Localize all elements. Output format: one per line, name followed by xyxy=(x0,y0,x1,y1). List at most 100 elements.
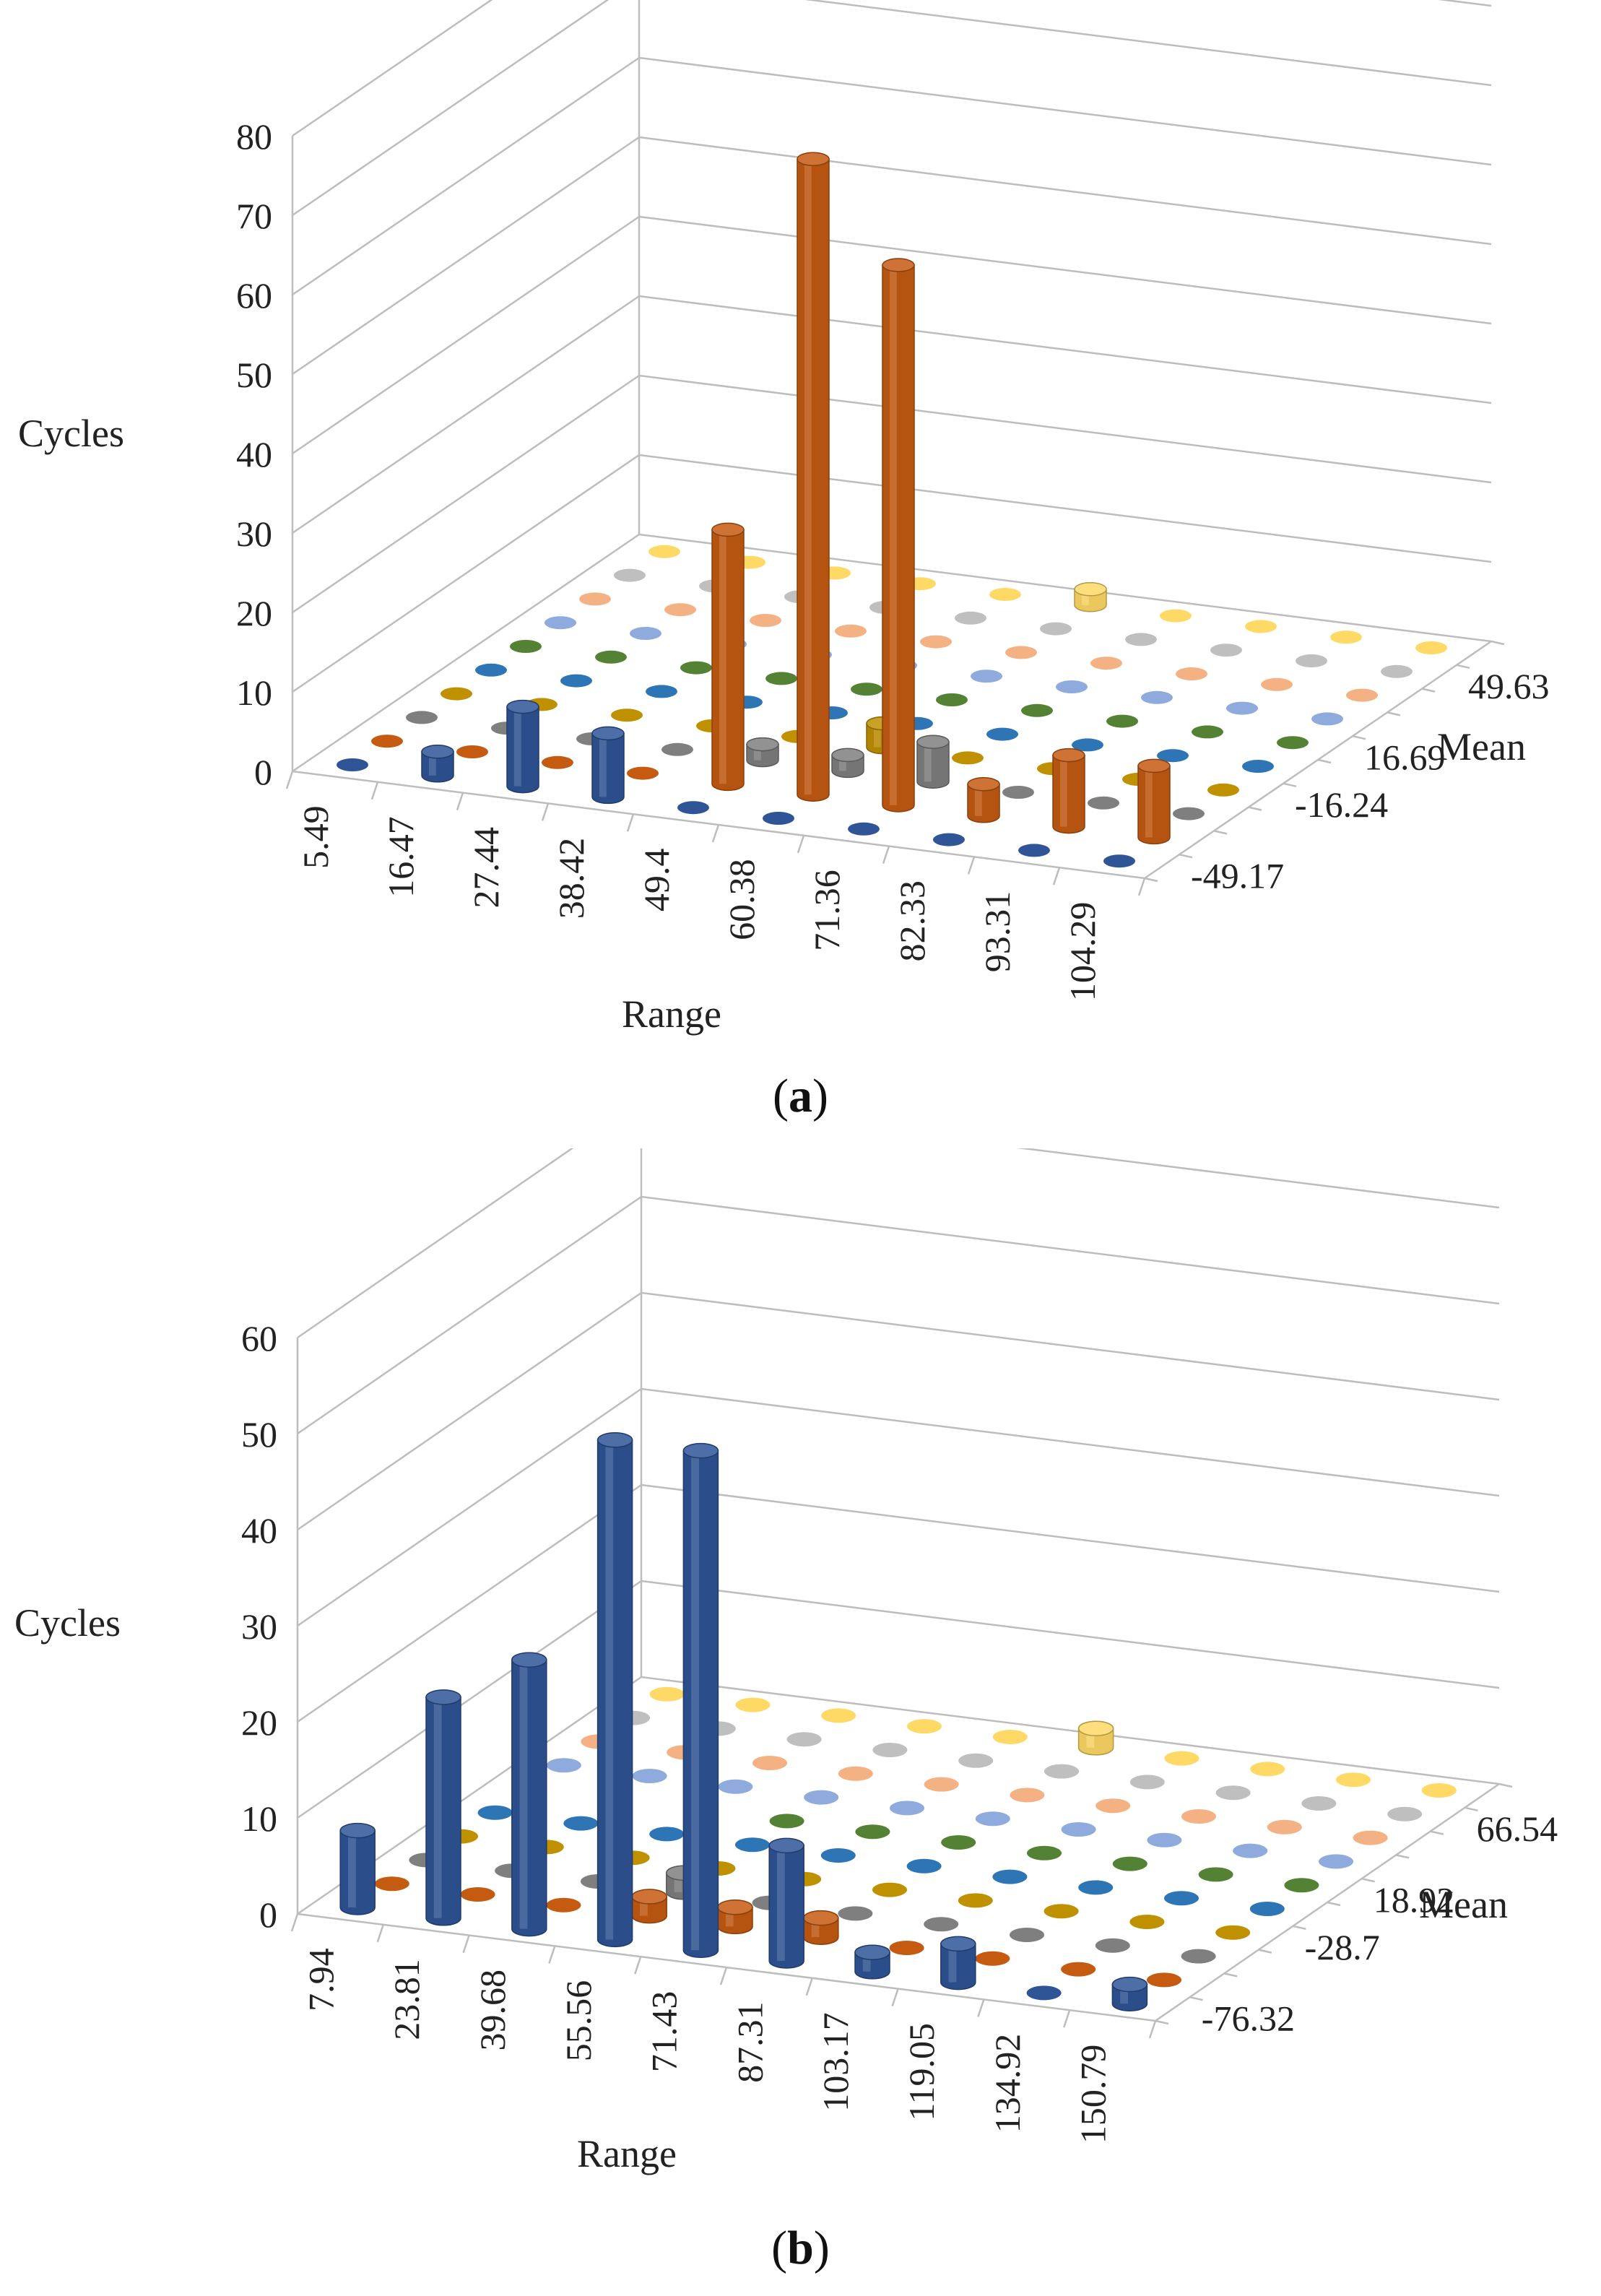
bar xyxy=(924,1777,959,1792)
bar xyxy=(848,822,880,836)
range-tick xyxy=(1137,878,1146,896)
range-tick xyxy=(541,803,550,821)
bar xyxy=(371,735,403,748)
bar xyxy=(563,1816,599,1831)
bar xyxy=(1215,1785,1251,1801)
bar xyxy=(425,1689,461,1926)
range-tick-label: 60.38 xyxy=(721,859,762,940)
z-axis-title: Cycles xyxy=(14,1601,121,1645)
bar xyxy=(975,1811,1010,1827)
mean-tick xyxy=(1491,640,1505,646)
bar xyxy=(579,592,611,606)
range-tick-label: 150.79 xyxy=(1073,2045,1114,2144)
bar xyxy=(1147,1832,1182,1847)
bar xyxy=(1164,1891,1199,1906)
bar xyxy=(1181,1949,1216,1964)
bar xyxy=(820,1848,856,1863)
bar xyxy=(920,635,952,649)
mean-tick-label: -49.17 xyxy=(1191,856,1284,896)
z-tick-label: 50 xyxy=(236,355,272,395)
z-tick-label: 50 xyxy=(241,1414,277,1455)
mean-tick xyxy=(1465,1806,1478,1812)
range-tick xyxy=(977,1999,985,2017)
bar xyxy=(591,726,625,805)
bar xyxy=(1002,786,1034,799)
range-tick-label: 23.81 xyxy=(386,1959,427,2040)
range-tick xyxy=(711,824,720,843)
bar xyxy=(1301,1796,1337,1811)
bar xyxy=(337,758,368,771)
gridline xyxy=(297,1291,1500,1531)
bar xyxy=(456,745,488,758)
bar xyxy=(1103,854,1135,868)
mean-tick-label: -16.24 xyxy=(1295,784,1388,825)
bar xyxy=(1215,1925,1251,1940)
mean-tick xyxy=(1387,711,1401,716)
bar xyxy=(1090,657,1122,670)
range-tick-label: 55.56 xyxy=(558,1980,599,2062)
chart-a: 0 10 20 30 40 50 60 70 80 Cycles 5.49 16.47 27.44 38.… xyxy=(18,0,1550,1036)
z-tick-label: 80 xyxy=(236,116,272,157)
bar xyxy=(1106,714,1138,728)
range-tick xyxy=(891,1988,899,2006)
bar xyxy=(967,777,1000,823)
bar xyxy=(632,1769,667,1783)
bar xyxy=(1311,712,1343,726)
bar xyxy=(1095,1938,1130,1953)
mean-tick xyxy=(1361,1877,1375,1883)
bar xyxy=(1129,1915,1165,1929)
bar xyxy=(958,1753,994,1768)
bar xyxy=(664,603,696,617)
bar xyxy=(907,1719,942,1734)
range-tick xyxy=(285,771,294,789)
mean-tick xyxy=(1498,1782,1513,1788)
bar xyxy=(1160,609,1192,623)
bar xyxy=(941,1835,976,1850)
bar xyxy=(763,812,794,825)
mean-tick-label: 18.92 xyxy=(1374,1880,1455,1920)
bar xyxy=(958,1893,993,1908)
bar xyxy=(1052,748,1085,834)
bar xyxy=(1018,844,1050,857)
range-tick-label: 39.68 xyxy=(472,1970,513,2051)
range-tick-label: 134.92 xyxy=(987,2034,1028,2133)
range-tick xyxy=(376,1924,384,1943)
bar xyxy=(746,737,779,768)
bar xyxy=(1010,1928,1044,1942)
bar xyxy=(441,687,472,701)
mean-tick-label: 66.54 xyxy=(1477,1808,1558,1849)
range-tick xyxy=(1052,867,1061,885)
bar xyxy=(1176,667,1207,680)
bar xyxy=(680,661,712,675)
bar xyxy=(1044,1904,1079,1919)
z-tick-label: 40 xyxy=(236,434,272,475)
bar xyxy=(986,727,1018,741)
bar xyxy=(1226,701,1258,715)
bar xyxy=(546,1897,581,1912)
bar xyxy=(649,1686,685,1702)
bar xyxy=(1164,1751,1199,1766)
bar xyxy=(835,624,867,638)
range-tick xyxy=(370,781,379,800)
bar xyxy=(614,568,646,582)
bar xyxy=(595,650,627,664)
range-tick xyxy=(882,846,890,864)
bar xyxy=(1077,1720,1114,1756)
bar xyxy=(711,522,745,792)
bar xyxy=(821,1708,856,1723)
bar xyxy=(768,1837,804,1969)
bar xyxy=(872,1743,908,1757)
bar xyxy=(560,674,592,688)
bar xyxy=(1088,796,1119,810)
z-tick-label: 60 xyxy=(236,275,272,316)
bar xyxy=(406,711,438,724)
bar xyxy=(804,1790,839,1805)
z-tick-label: 20 xyxy=(241,1702,277,1743)
bar xyxy=(1421,1783,1457,1798)
bar xyxy=(1095,1798,1131,1814)
bar xyxy=(648,545,680,558)
bar xyxy=(1249,1902,1285,1916)
bar xyxy=(718,1779,753,1794)
bar xyxy=(1210,644,1242,657)
bar xyxy=(649,1827,685,1842)
